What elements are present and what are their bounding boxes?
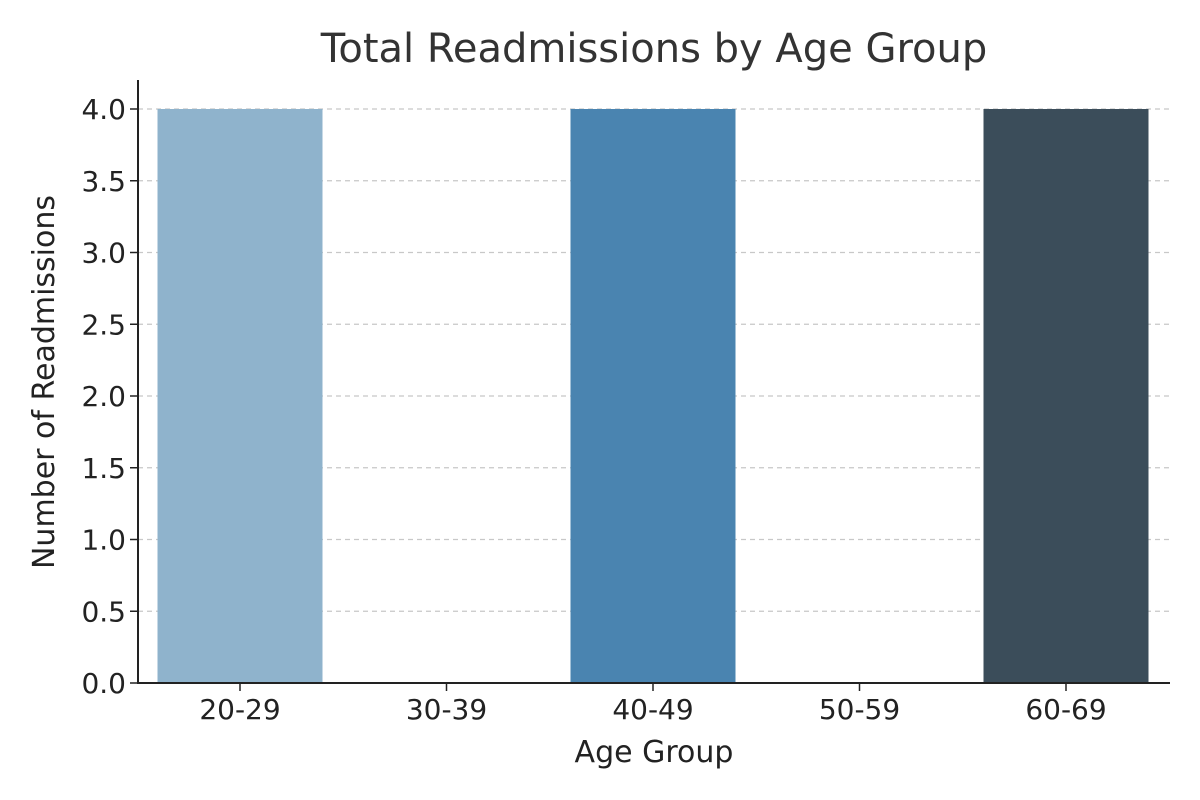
x-ticks: 20-29 30-39 40-49 50-59 60-69	[199, 683, 1107, 726]
bar-40-49[interactable]	[570, 109, 736, 683]
bar-20-29[interactable]	[157, 109, 323, 683]
x-tick-label: 40-49	[612, 693, 693, 726]
y-tick-label: 4.0	[81, 93, 126, 126]
y-tick-label: 0.0	[81, 667, 126, 700]
bar-60-69[interactable]	[983, 109, 1149, 683]
y-tick-label: 2.0	[81, 380, 126, 413]
x-tick-label: 30-39	[406, 693, 487, 726]
y-axis-label: Number of Readmissions	[27, 195, 62, 569]
y-tick-label: 0.5	[81, 595, 126, 628]
chart-title: Total Readmissions by Age Group	[320, 26, 988, 72]
y-tick-label: 2.5	[81, 308, 126, 341]
x-tick-label: 60-69	[1025, 693, 1106, 726]
y-ticks: 0.0 0.5 1.0 1.5 2.0 2.5 3.0 3.5 4.0	[81, 93, 138, 700]
y-tick-label: 3.0	[81, 237, 126, 270]
y-tick-label: 1.5	[81, 452, 126, 485]
x-tick-label: 20-29	[199, 693, 280, 726]
x-axis-label: Age Group	[575, 735, 734, 770]
x-tick-label: 50-59	[819, 693, 900, 726]
y-tick-label: 1.0	[81, 524, 126, 557]
bars	[157, 109, 1149, 683]
y-tick-label: 3.5	[81, 165, 126, 198]
